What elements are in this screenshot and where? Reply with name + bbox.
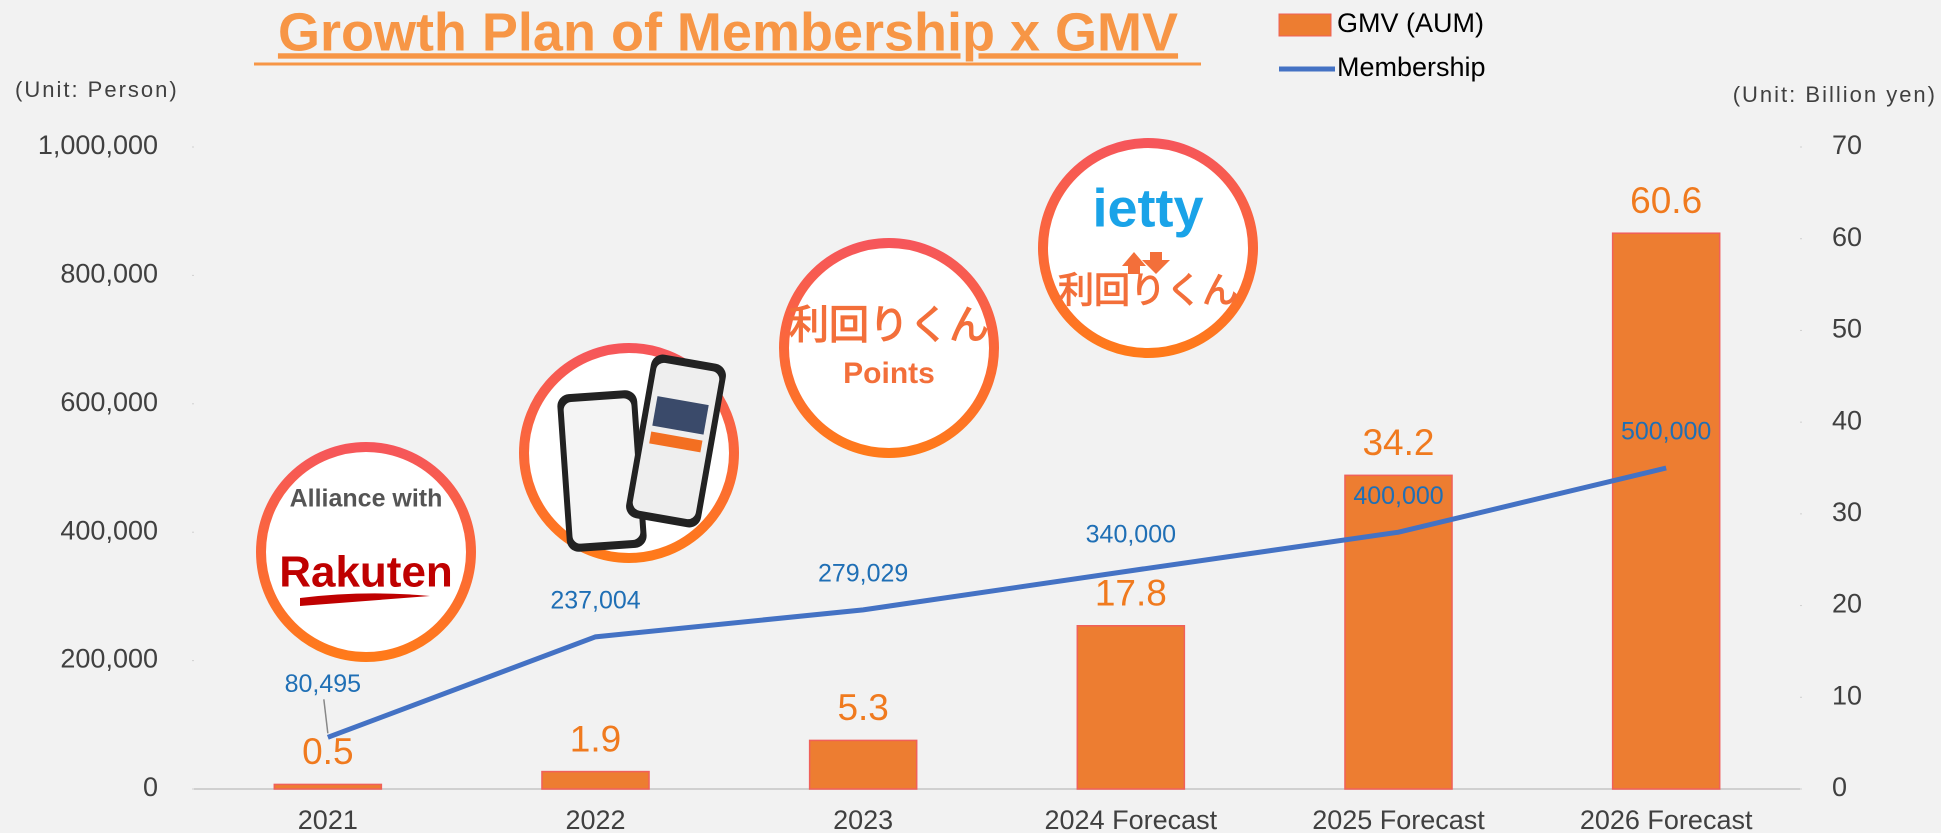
rakuten-badge: Alliance with Rakuten (256, 442, 476, 662)
y2-tick-label: 60 (1832, 222, 1862, 252)
badge-text: Rakuten (279, 548, 453, 597)
ietty-badge: ietty 利回りくん (1038, 138, 1258, 358)
line-value-label: 500,000 (1621, 418, 1711, 446)
badge-text: 利回りくん (789, 304, 989, 348)
line-value-label: 340,000 (1086, 520, 1176, 548)
y2-tick-label: 40 (1832, 405, 1862, 435)
line-value-label: 237,004 (550, 586, 640, 614)
badge-text: Points (843, 357, 935, 390)
line-value-label: 400,000 (1353, 482, 1443, 510)
y2-axis-label: (Unit: Billion yen) (1733, 82, 1937, 107)
bar (541, 770, 650, 790)
bar-value-label: 17.8 (1095, 573, 1167, 614)
x-tick-label: 2023 (833, 805, 893, 833)
bar (273, 783, 383, 790)
bar-value-label: 0.5 (302, 731, 353, 772)
bar (808, 739, 918, 790)
bar-value-label: 5.3 (837, 687, 888, 728)
line-value-label: 279,029 (818, 559, 908, 587)
legend-swatch (1278, 13, 1332, 37)
y2-tick-label: 30 (1832, 497, 1862, 527)
bar-value-label: 1.9 (570, 718, 621, 759)
y2-tick-label: 0 (1832, 772, 1847, 802)
y2-tick-label: 10 (1832, 680, 1862, 710)
badge-text: Alliance with (290, 485, 443, 513)
leader-line (323, 699, 329, 734)
points-badge: 利回りくん Points (779, 238, 999, 458)
bar (1611, 232, 1721, 790)
line (326, 465, 1667, 740)
legend-label: GMV (AUM) (1337, 8, 1484, 38)
y-tick-label: 600,000 (60, 387, 158, 417)
bar (1076, 624, 1186, 790)
bar-value-label: 34.2 (1362, 422, 1434, 463)
badge-text: ietty (1092, 178, 1203, 238)
x-tick-label: 2022 (565, 805, 625, 833)
y-tick-label: 1,000,000 (38, 130, 158, 160)
bar-value-label: 60.6 (1630, 180, 1702, 221)
app-badge (519, 343, 739, 563)
y2-tick-label: 20 (1832, 589, 1862, 619)
y2-tick-label: 50 (1832, 314, 1862, 344)
y-axis-label: (Unit: Person) (15, 77, 179, 102)
y2-tick-label: 70 (1832, 130, 1862, 160)
y-tick-label: 800,000 (60, 259, 158, 289)
x-tick-label: 2021 (298, 805, 358, 833)
bar (1344, 474, 1453, 790)
legend-label: Membership (1337, 52, 1486, 82)
x-tick-label: 2025 Forecast (1312, 805, 1485, 833)
y-tick-label: 200,000 (60, 644, 158, 674)
y-tick-label: 0 (143, 772, 158, 802)
x-tick-label: 2024 Forecast (1045, 805, 1218, 833)
line-value-label: 80,495 (285, 670, 361, 698)
chart-title: Growth Plan of Membership x GMV (278, 2, 1178, 62)
badge-text: 利回りくん (1058, 270, 1238, 311)
x-tick-label: 2026 Forecast (1580, 805, 1753, 833)
y-tick-label: 400,000 (60, 515, 158, 545)
